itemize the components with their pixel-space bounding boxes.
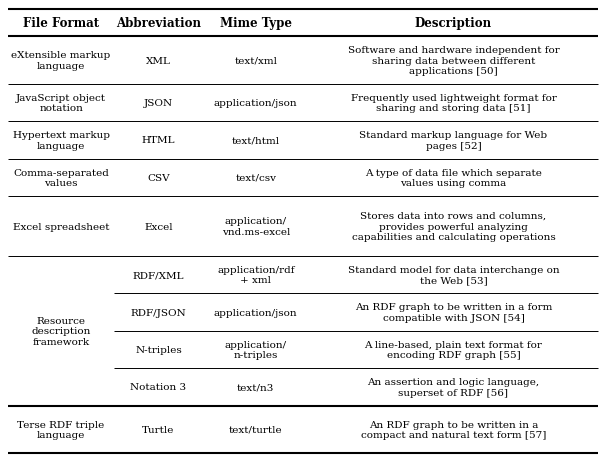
Text: Frequently used lightweight format for
sharing and storing data [51]: Frequently used lightweight format for s…: [350, 94, 556, 113]
Text: application/json: application/json: [214, 308, 298, 317]
Text: text/xml: text/xml: [235, 56, 278, 65]
Text: Abbreviation: Abbreviation: [116, 17, 201, 30]
Text: eXtensible markup
language: eXtensible markup language: [12, 51, 111, 71]
Text: Turtle: Turtle: [142, 425, 175, 434]
Text: text/turtle: text/turtle: [229, 425, 282, 434]
Text: text/html: text/html: [231, 136, 280, 145]
Text: A type of data file which separate
values using comma: A type of data file which separate value…: [365, 169, 542, 188]
Text: Hypertext markup
language: Hypertext markup language: [13, 131, 110, 150]
Text: JavaScript object
notation: JavaScript object notation: [16, 94, 106, 113]
Text: Notation 3: Notation 3: [130, 382, 187, 392]
Text: An assertion and logic language,
superset of RDF [56]: An assertion and logic language, superse…: [367, 377, 539, 397]
Text: Standard markup language for Web
pages [52]: Standard markup language for Web pages […: [359, 131, 547, 150]
Text: RDF/JSON: RDF/JSON: [130, 308, 186, 317]
Text: Standard model for data interchange on
the Web [53]: Standard model for data interchange on t…: [348, 265, 559, 285]
Text: HTML: HTML: [142, 136, 175, 145]
Text: Resource
description
framework: Resource description framework: [32, 316, 91, 346]
Text: Mime Type: Mime Type: [220, 17, 292, 30]
Text: An RDF graph to be written in a
compact and natural text form [57]: An RDF graph to be written in a compact …: [361, 419, 546, 439]
Text: A line-based, plain text format for
encoding RDF graph [55]: A line-based, plain text format for enco…: [365, 340, 542, 359]
Text: Comma-separated
values: Comma-separated values: [13, 169, 109, 188]
Text: Excel: Excel: [144, 222, 173, 231]
Text: N-triples: N-triples: [135, 345, 182, 354]
Text: Excel spreadsheet: Excel spreadsheet: [13, 222, 109, 231]
Text: Stores data into rows and columns,
provides powerful analyzing
capabilities and : Stores data into rows and columns, provi…: [351, 212, 555, 241]
Text: File Format: File Format: [23, 17, 99, 30]
Text: text/n3: text/n3: [237, 382, 275, 392]
Text: application/rdf
+ xml: application/rdf + xml: [217, 265, 295, 285]
Text: JSON: JSON: [144, 99, 173, 108]
Text: application/
vnd.ms-excel: application/ vnd.ms-excel: [222, 217, 290, 236]
Text: Software and hardware independent for
sharing data between different
application: Software and hardware independent for sh…: [348, 46, 559, 76]
Text: Description: Description: [415, 17, 492, 30]
Text: XML: XML: [146, 56, 171, 65]
Text: Terse RDF triple
language: Terse RDF triple language: [18, 419, 105, 439]
Text: CSV: CSV: [147, 174, 170, 182]
Text: RDF/XML: RDF/XML: [133, 270, 184, 280]
Text: An RDF graph to be written in a form
compatible with JSON [54]: An RDF graph to be written in a form com…: [355, 303, 552, 322]
Text: text/csv: text/csv: [235, 174, 276, 182]
Text: application/json: application/json: [214, 99, 298, 108]
Text: application/
n-triples: application/ n-triples: [225, 340, 287, 359]
